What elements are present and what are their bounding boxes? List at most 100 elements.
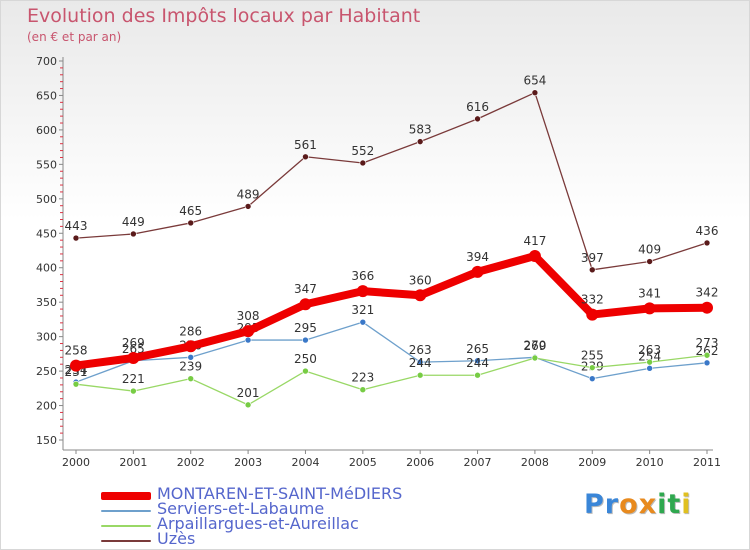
y-tick-label: 700 xyxy=(36,55,57,68)
x-tick-label: 2001 xyxy=(119,456,147,469)
data-label: 269 xyxy=(122,336,145,350)
x-tick-label: 2009 xyxy=(578,456,606,469)
x-tick-label: 2003 xyxy=(234,456,262,469)
data-point xyxy=(244,336,252,344)
data-point xyxy=(127,351,140,364)
data-label: 654 xyxy=(523,74,546,88)
y-tick-label: 200 xyxy=(36,400,57,413)
data-label: 436 xyxy=(696,224,719,238)
legend-label: Uzès xyxy=(157,529,196,548)
y-tick-label: 350 xyxy=(36,296,57,309)
data-point xyxy=(72,380,80,388)
legend-label: Serviers-et-Labaume xyxy=(157,499,325,518)
data-point xyxy=(130,230,137,238)
series-line xyxy=(75,92,708,271)
data-label: 342 xyxy=(696,286,719,300)
data-point xyxy=(588,266,596,274)
x-tick-label: 2004 xyxy=(291,456,319,469)
data-label: 244 xyxy=(409,356,432,370)
x-tick-label: 2011 xyxy=(693,456,721,469)
data-point xyxy=(72,234,80,242)
data-point xyxy=(586,308,599,321)
data-point xyxy=(187,375,195,382)
data-label: 465 xyxy=(179,204,202,218)
data-point xyxy=(359,318,367,326)
data-label: 201 xyxy=(237,386,260,400)
data-point xyxy=(414,289,427,302)
data-label: 286 xyxy=(179,324,202,338)
data-label: 397 xyxy=(581,251,604,265)
data-point xyxy=(588,375,596,382)
data-label: 244 xyxy=(466,356,489,370)
data-label: 254 xyxy=(638,349,661,363)
data-point xyxy=(701,301,713,314)
data-point xyxy=(474,357,481,365)
data-label: 616 xyxy=(466,100,489,114)
data-label: 263 xyxy=(638,343,661,357)
x-tick-label: 2000 xyxy=(62,456,90,469)
data-label: 332 xyxy=(581,293,604,307)
data-point xyxy=(359,386,367,393)
data-label: 489 xyxy=(237,187,260,201)
data-point xyxy=(646,365,653,372)
logo-letter: o xyxy=(619,489,639,520)
data-label: 265 xyxy=(466,342,489,356)
x-tick-label: 2005 xyxy=(349,456,377,469)
legend-label: MONTAREN-ET-SAINT-MéDIERS xyxy=(157,484,403,503)
proxiti-logo: Proxiti xyxy=(584,489,692,520)
logo-letter: i xyxy=(657,489,668,520)
data-point xyxy=(646,358,653,366)
x-tick-label: 2008 xyxy=(521,456,549,469)
data-point xyxy=(187,354,195,361)
x-tick-label: 2002 xyxy=(177,456,205,469)
data-point xyxy=(70,359,82,372)
logo-letter: r xyxy=(604,489,620,520)
data-point xyxy=(703,359,711,367)
data-label: 250 xyxy=(294,352,317,366)
data-label: 269 xyxy=(523,339,546,353)
x-tick-label: 2010 xyxy=(636,456,664,469)
data-label: 270 xyxy=(523,338,546,352)
data-point xyxy=(299,298,312,311)
data-label: 347 xyxy=(294,282,317,296)
data-point xyxy=(356,285,369,298)
data-point xyxy=(474,371,481,379)
logo-letter: x xyxy=(638,489,658,520)
data-label: 394 xyxy=(466,250,489,264)
data-point xyxy=(646,258,653,265)
data-point xyxy=(416,358,424,366)
legend-swatch xyxy=(101,492,151,500)
legend-swatch xyxy=(101,525,151,527)
x-tick-label: 2006 xyxy=(406,456,434,469)
data-label: 295 xyxy=(294,321,317,335)
logo-letter: P xyxy=(584,489,605,520)
y-tick-label: 450 xyxy=(36,227,57,240)
data-label: 308 xyxy=(237,309,260,323)
y-tick-label: 550 xyxy=(36,158,57,171)
data-label: 265 xyxy=(122,342,145,356)
data-label: 366 xyxy=(351,269,374,283)
data-point xyxy=(531,354,539,362)
data-point xyxy=(242,325,255,338)
data-point xyxy=(703,351,711,359)
data-label: 262 xyxy=(696,344,719,358)
data-label: 263 xyxy=(409,343,432,357)
data-label: 341 xyxy=(638,286,661,300)
data-label: 273 xyxy=(696,336,719,350)
data-label: 221 xyxy=(122,372,145,386)
chart-subtitle: (en € et par an) xyxy=(27,30,122,44)
legend-swatch xyxy=(101,510,151,512)
data-point xyxy=(244,203,252,210)
data-point xyxy=(244,401,252,409)
data-point xyxy=(302,153,309,161)
y-tick-label: 300 xyxy=(36,331,57,344)
data-label: 417 xyxy=(523,234,546,248)
data-label: 583 xyxy=(409,123,432,137)
data-label: 443 xyxy=(65,219,88,233)
series-line xyxy=(72,252,711,370)
data-point xyxy=(416,138,424,145)
data-point xyxy=(528,250,541,263)
data-label: 255 xyxy=(581,349,604,363)
